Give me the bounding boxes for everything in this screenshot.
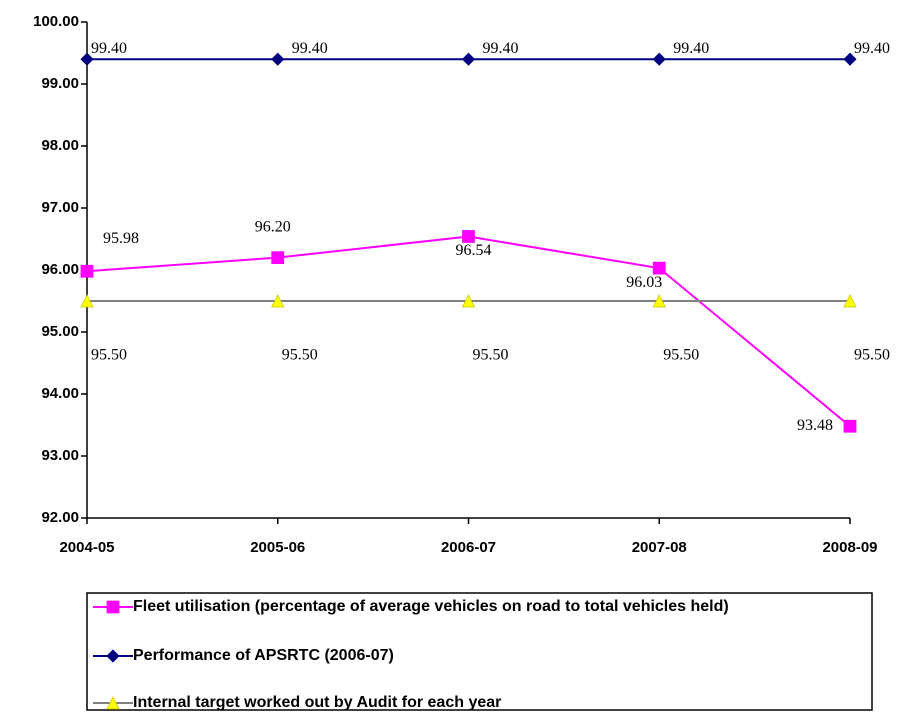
marker [80, 294, 94, 308]
value-label: 99.40 [854, 40, 890, 57]
x-tick-label: 2005-06 [250, 539, 305, 556]
marker [843, 52, 857, 66]
marker [843, 294, 857, 308]
y-tick-label: 92.00 [41, 509, 79, 526]
legend-label: Performance of APSRTC (2006-07) [133, 647, 394, 664]
value-label: 95.50 [663, 347, 699, 364]
value-label: 95.50 [473, 347, 509, 364]
y-tick-label: 94.00 [41, 385, 79, 402]
x-tick-label: 2007-08 [632, 539, 687, 556]
x-tick-label: 2004-05 [59, 539, 114, 556]
y-tick-label: 95.00 [41, 323, 79, 340]
value-label: 96.03 [626, 274, 662, 291]
marker [271, 52, 285, 66]
y-tick-label: 97.00 [41, 199, 79, 216]
value-label: 99.40 [292, 40, 328, 57]
legend-marker [106, 649, 120, 663]
y-tick-label: 93.00 [41, 447, 79, 464]
marker [80, 52, 94, 66]
marker [271, 294, 285, 308]
legend-label: Fleet utilisation (percentage of average… [133, 598, 729, 615]
value-label: 95.50 [854, 347, 890, 364]
x-tick-label: 2006-07 [441, 539, 496, 556]
marker [461, 294, 476, 308]
value-label: 93.48 [797, 417, 833, 434]
legend-box [86, 592, 873, 711]
marker [652, 52, 666, 66]
marker [80, 264, 94, 278]
y-tick-label: 96.00 [41, 261, 79, 278]
value-label: 96.54 [456, 242, 492, 259]
legend-label: Internal target worked out by Audit for … [133, 694, 502, 711]
y-tick-label: 99.00 [41, 75, 79, 92]
value-label: 99.40 [91, 40, 127, 57]
marker [652, 294, 666, 308]
value-label: 99.40 [483, 40, 519, 57]
value-label: 95.50 [91, 347, 127, 364]
marker [271, 251, 285, 264]
marker [462, 230, 475, 243]
y-tick-label: 100.00 [33, 13, 79, 30]
value-label: 96.20 [255, 218, 291, 235]
legend-marker [106, 600, 120, 614]
x-tick-label: 2008-09 [822, 539, 877, 556]
marker [652, 261, 666, 275]
series-line [86, 235, 851, 428]
marker [843, 419, 857, 433]
value-label: 95.50 [282, 347, 318, 364]
marker [461, 52, 476, 66]
y-tick-label: 98.00 [41, 137, 79, 154]
value-label: 95.98 [103, 230, 139, 247]
value-label: 99.40 [673, 40, 709, 57]
legend-marker [106, 696, 120, 710]
